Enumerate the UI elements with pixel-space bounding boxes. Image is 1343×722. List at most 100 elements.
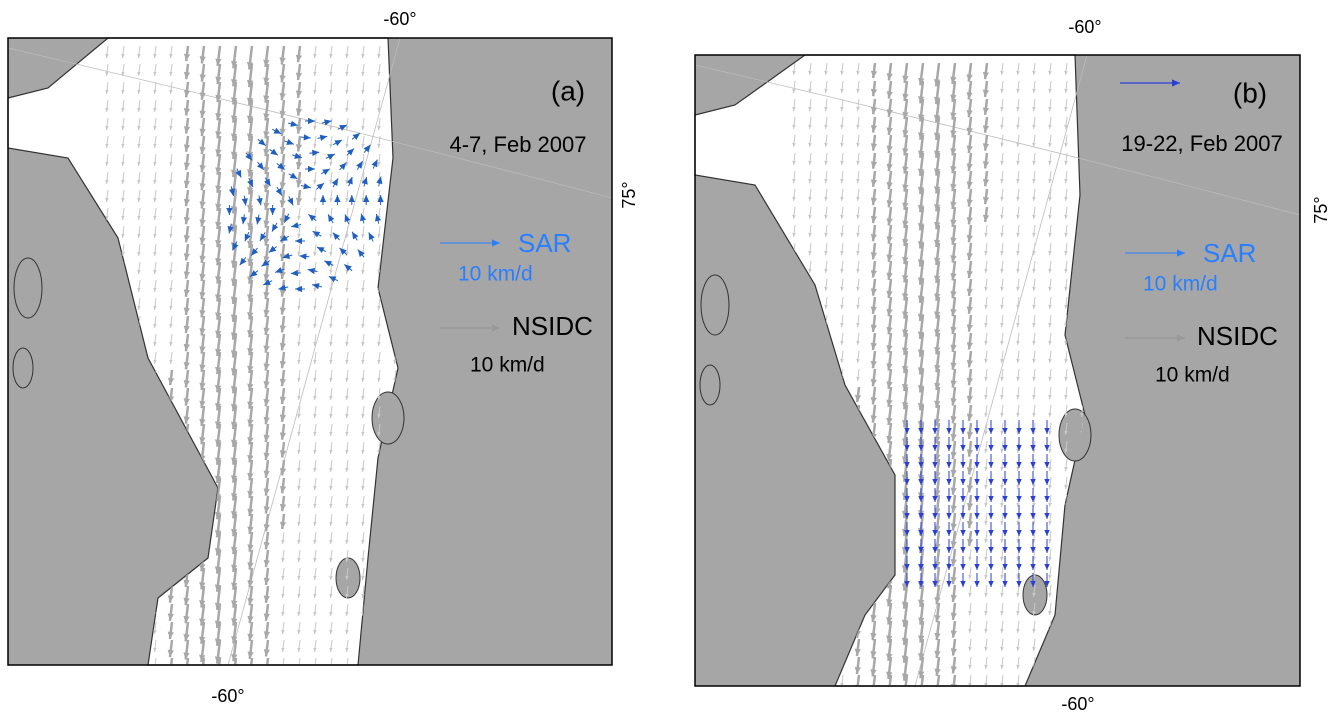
vector-head [231, 528, 238, 537]
vector-head [215, 76, 222, 84]
vector-head [808, 268, 812, 273]
vector-head [1000, 412, 1004, 417]
vector-shaft [248, 657, 254, 665]
vector-head [808, 214, 812, 219]
vector-head [1032, 502, 1036, 507]
vector-head [982, 196, 990, 205]
vector-head [902, 691, 908, 698]
vector-head [231, 564, 238, 572]
vector-head [1000, 214, 1004, 219]
vector-head [377, 666, 381, 670]
vector-head [1030, 564, 1036, 570]
vector-head [256, 162, 264, 170]
vector-head [278, 284, 286, 291]
vector-head [377, 359, 381, 364]
vector-head [279, 110, 286, 119]
sar-speed: 10 km/d [458, 263, 533, 286]
vector-head [824, 232, 828, 237]
vector-head [934, 507, 941, 516]
vector-head [199, 600, 206, 608]
vector-head [1002, 445, 1008, 451]
vector-head [1016, 496, 1022, 502]
vector-head [313, 431, 317, 436]
vector-head [934, 329, 941, 337]
vector-head [934, 239, 941, 248]
vector-head [840, 682, 844, 686]
vector-head [886, 73, 893, 81]
vector-head [361, 666, 365, 670]
vector-head [137, 197, 141, 202]
vector-head [1048, 178, 1052, 183]
vector-head [966, 395, 974, 404]
vector-head [792, 232, 796, 237]
vector-head [214, 439, 222, 447]
vector-head [1032, 628, 1036, 633]
vector-head [1048, 286, 1052, 291]
vector-head [840, 70, 844, 75]
vector-head [199, 310, 206, 318]
vector-head [246, 115, 254, 123]
vector-head [271, 224, 279, 232]
vector-head [361, 593, 365, 598]
vector-head [312, 231, 321, 238]
vector-head [934, 257, 941, 265]
vector-head [361, 485, 365, 490]
vector-head [1032, 610, 1036, 615]
vector-head [988, 547, 994, 553]
vector-head [153, 269, 157, 274]
vector-head [329, 557, 333, 562]
vector-head [946, 530, 952, 536]
vector-head [1044, 581, 1050, 587]
vector-head [988, 496, 994, 502]
vector-head [153, 215, 157, 220]
vector-head [137, 287, 141, 292]
vector-head [1064, 214, 1068, 219]
vector-head [368, 232, 375, 241]
vector-head [264, 178, 271, 187]
vector-head [231, 653, 238, 662]
vector-head [918, 617, 925, 625]
vector-head [870, 161, 878, 169]
vector-head [840, 286, 844, 291]
vector-head [1048, 430, 1052, 435]
vector-head [281, 629, 285, 634]
vector-head [361, 287, 365, 292]
vector-head [344, 264, 352, 272]
vector-head [960, 496, 966, 502]
vector-head [960, 547, 966, 553]
vector-head [840, 88, 844, 93]
vector-head [886, 671, 893, 679]
vector-head [121, 89, 125, 94]
vector-head [263, 279, 271, 286]
vector-head [988, 479, 994, 485]
vector-head [345, 593, 349, 598]
vector-head [950, 273, 957, 281]
vector-head [345, 503, 349, 508]
vector-head [329, 611, 333, 616]
vector-head [241, 198, 248, 206]
vector-head [984, 502, 988, 507]
vector-head [792, 214, 796, 219]
vector-head [886, 163, 893, 172]
vector-head [950, 469, 957, 477]
vector-head [950, 505, 957, 513]
vector-head [1016, 610, 1020, 615]
vector-head [886, 345, 893, 353]
vector-head [1000, 592, 1004, 597]
vector-head [902, 401, 909, 410]
vector-head [1048, 574, 1052, 579]
vector-head [263, 273, 270, 282]
vector-head [313, 593, 317, 598]
vector-head [279, 289, 286, 297]
vector-head [215, 403, 222, 411]
vector-head [199, 673, 205, 680]
vector-head [918, 445, 924, 451]
meridian [227, 37, 401, 666]
vector-head [870, 107, 878, 115]
vector-head [263, 452, 270, 460]
vector-head [966, 485, 974, 493]
vector-head [263, 220, 270, 228]
vector-head [247, 187, 254, 195]
vector-head [1032, 322, 1036, 327]
vector-head [329, 107, 333, 112]
